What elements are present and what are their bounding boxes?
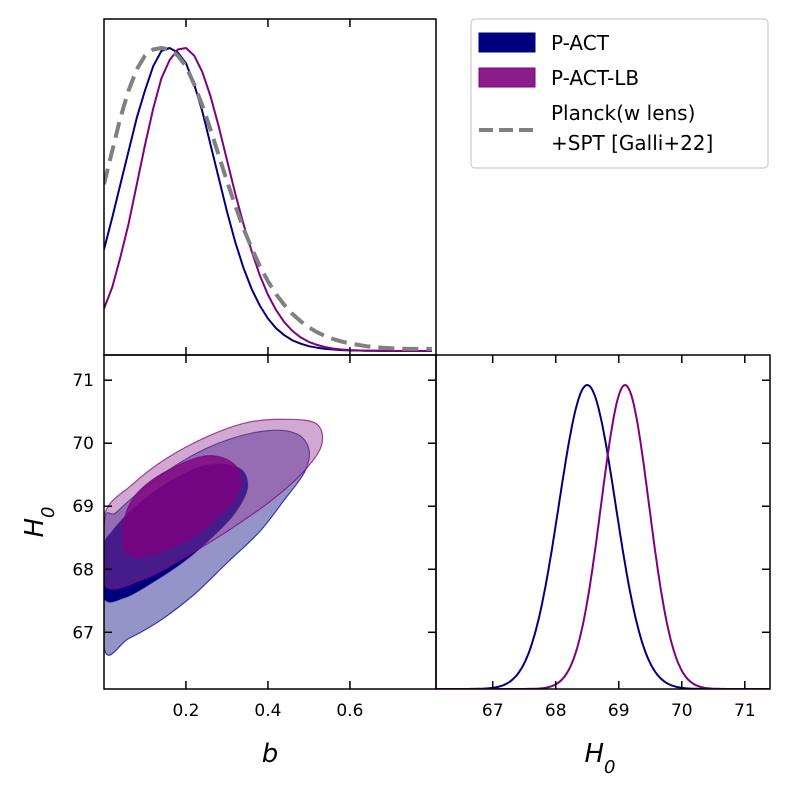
contour-p-act-lb-68 bbox=[121, 455, 242, 558]
joint-ytick-label: 67 bbox=[72, 623, 94, 643]
joint-xtick-label: 0.2 bbox=[172, 701, 199, 721]
x-axis-label-h0: H0 bbox=[584, 739, 615, 778]
legend-label-planck-line1: Planck(w lens) bbox=[551, 101, 695, 125]
legend-label-p-act: P-ACT bbox=[551, 31, 610, 55]
marginal-b-curve-p-act bbox=[104, 47, 432, 352]
legend-label-p-act-lb: P-ACT-LB bbox=[551, 66, 639, 90]
joint-contours bbox=[104, 418, 324, 656]
marginal-h0-ticks: 67 68 69 70 71 bbox=[482, 355, 770, 721]
marginal-h0-xtick-label: 70 bbox=[671, 701, 693, 721]
marginal-h0-xtick-label: 67 bbox=[482, 701, 504, 721]
y-axis-label-h0: H0 bbox=[20, 506, 59, 537]
legend-swatch-p-act-lb bbox=[478, 67, 536, 88]
joint-ytick-label: 69 bbox=[72, 497, 94, 517]
x-axis-label-b: b bbox=[262, 739, 279, 769]
joint-ytick-label: 68 bbox=[72, 560, 94, 580]
marginal-b-curve-p-act-lb bbox=[104, 47, 432, 352]
marginal-b-frame bbox=[103, 18, 437, 356]
joint-ytick-label: 70 bbox=[72, 434, 94, 454]
marginal-h0-curves bbox=[436, 383, 770, 689]
marginal-b-curve-planck-w-lens-spt-galli-22 bbox=[104, 46, 432, 351]
joint-ytick-label: 71 bbox=[72, 371, 94, 391]
marginal-h0-panel: 67 68 69 70 71 H0 bbox=[435, 354, 771, 778]
legend-swatch-p-act bbox=[478, 32, 536, 53]
joint-xtick-label: 0.4 bbox=[254, 701, 281, 721]
marginal-b-curves bbox=[104, 46, 432, 352]
marginal-b-ticks bbox=[185, 19, 351, 355]
marginal-h0-xtick-label: 68 bbox=[545, 701, 567, 721]
joint-ticks: 0.2 0.4 0.6 67 68 69 70 71 bbox=[72, 355, 436, 721]
marginal-h0-frame bbox=[435, 354, 771, 690]
legend-label-planck-line2: +SPT [Galli+22] bbox=[551, 131, 713, 155]
joint-xtick-label: 0.6 bbox=[336, 701, 363, 721]
marginal-h0-curve-p-act bbox=[436, 383, 770, 689]
marginal-h0-xtick-label: 69 bbox=[608, 701, 630, 721]
legend: P-ACT P-ACT-LB Planck(w lens) +SPT [Gall… bbox=[470, 18, 769, 169]
marginal-b-panel bbox=[103, 18, 437, 356]
legend-box bbox=[470, 18, 769, 169]
joint-panel: 0.2 0.4 0.6 67 68 69 70 71 b H0 bbox=[20, 354, 437, 769]
marginal-h0-xtick-label: 71 bbox=[734, 701, 756, 721]
